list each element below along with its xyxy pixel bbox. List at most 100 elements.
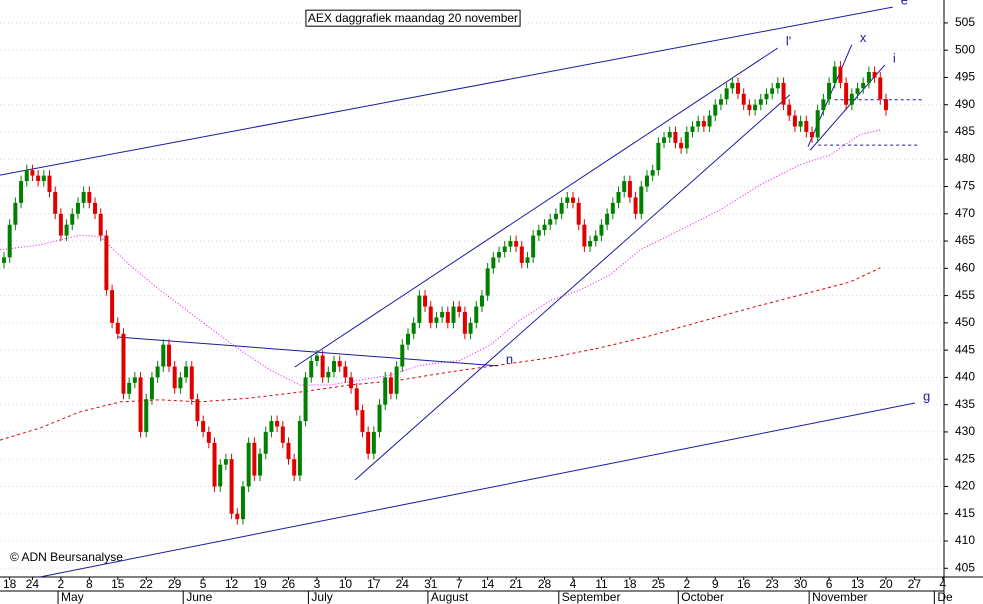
month-label: November bbox=[812, 590, 867, 604]
candle-body bbox=[525, 257, 530, 263]
y-tick-label: 485 bbox=[955, 124, 975, 138]
x-tick-label: 27 bbox=[908, 577, 922, 591]
candle-body bbox=[30, 170, 35, 176]
candle-body bbox=[849, 93, 854, 105]
x-tick-label: 2 bbox=[58, 577, 65, 591]
y-tick-label: 465 bbox=[955, 233, 975, 247]
candle-body bbox=[240, 486, 245, 520]
candle-body bbox=[673, 131, 678, 143]
candle-body bbox=[798, 121, 803, 127]
x-tick-label: 4 bbox=[570, 577, 577, 591]
candle-body bbox=[303, 377, 308, 422]
candle-body bbox=[184, 366, 189, 378]
y-tick-label: 440 bbox=[955, 370, 975, 384]
candle-body bbox=[844, 82, 849, 105]
x-tick-label: 23 bbox=[765, 577, 779, 591]
candle-body bbox=[166, 344, 171, 367]
y-tick-label: 420 bbox=[955, 479, 975, 493]
candle-body bbox=[468, 322, 473, 334]
month-label: September bbox=[562, 590, 621, 604]
candle-body bbox=[838, 66, 843, 83]
candle-body bbox=[553, 213, 558, 220]
candle-body bbox=[736, 82, 741, 94]
candle-body bbox=[548, 219, 553, 225]
x-tick-label: 16 bbox=[737, 577, 751, 591]
candle-body bbox=[320, 355, 325, 378]
candle-body bbox=[212, 442, 217, 487]
candle-body bbox=[872, 71, 877, 78]
candle-body bbox=[701, 121, 706, 127]
x-tick-label: 22 bbox=[140, 577, 154, 591]
candle-body bbox=[605, 213, 610, 225]
candle-body bbox=[400, 344, 405, 367]
month-label: May bbox=[61, 590, 84, 604]
x-tick-label: 13 bbox=[851, 577, 865, 591]
x-tick-label: 6 bbox=[826, 577, 833, 591]
candle-body bbox=[599, 224, 604, 236]
candle-body bbox=[235, 513, 240, 520]
candle-body bbox=[667, 131, 672, 138]
candle-body bbox=[75, 202, 80, 214]
candle-body bbox=[559, 202, 564, 214]
candle-body bbox=[770, 88, 775, 94]
candle-body bbox=[178, 377, 183, 389]
trend-line bbox=[809, 64, 886, 151]
candle-body bbox=[297, 421, 302, 476]
candle-body bbox=[497, 251, 502, 258]
candle-body bbox=[218, 464, 223, 487]
candle-body bbox=[258, 453, 263, 476]
x-tick-label: 30 bbox=[794, 577, 808, 591]
candle-body bbox=[263, 431, 268, 454]
candle-body bbox=[58, 213, 63, 236]
x-tick-label: 11 bbox=[595, 577, 608, 591]
candle-body bbox=[542, 224, 547, 231]
x-tick-label: 18 bbox=[3, 577, 17, 591]
candle-body bbox=[832, 66, 837, 83]
x-tick-label: 14 bbox=[481, 577, 495, 591]
y-tick-label: 450 bbox=[955, 315, 975, 329]
candle-body bbox=[246, 442, 251, 487]
candle-body bbox=[24, 170, 29, 182]
candle-body bbox=[354, 388, 359, 411]
x-tick-label: 25 bbox=[652, 577, 666, 591]
trend-label: l' bbox=[786, 33, 791, 48]
candle-body bbox=[383, 377, 388, 405]
candle-body bbox=[377, 404, 382, 432]
x-tick-label: 24 bbox=[26, 577, 40, 591]
candle-body bbox=[821, 99, 826, 111]
candle-body bbox=[229, 459, 234, 514]
title-box bbox=[305, 9, 521, 27]
candle-body bbox=[491, 257, 496, 269]
y-tick-label: 405 bbox=[955, 560, 975, 574]
candle-body bbox=[349, 377, 354, 389]
candle-body bbox=[155, 366, 160, 378]
candle-body bbox=[753, 104, 758, 111]
x-tick-label: 12 bbox=[225, 577, 239, 591]
chart-title: AEX daggrafiek maandag 20 november bbox=[308, 11, 518, 25]
trend-line bbox=[117, 336, 498, 367]
x-tick-label: 17 bbox=[367, 577, 381, 591]
candle-body bbox=[639, 186, 644, 214]
y-tick-label: 505 bbox=[955, 15, 975, 29]
candle-body bbox=[792, 115, 797, 127]
candle-body bbox=[707, 115, 712, 127]
x-tick-label: 31 bbox=[424, 577, 438, 591]
candle-body bbox=[775, 82, 780, 89]
candle-body bbox=[747, 104, 752, 111]
candle-body bbox=[440, 311, 445, 318]
moving-average bbox=[0, 129, 881, 386]
candle-body bbox=[531, 235, 536, 258]
candle-body bbox=[804, 121, 809, 132]
candle-body bbox=[371, 431, 376, 454]
candle-body bbox=[457, 306, 462, 312]
candle-body bbox=[269, 421, 274, 432]
candle-body bbox=[508, 241, 513, 247]
trend-label: e bbox=[901, 0, 908, 8]
trend-line bbox=[0, 6, 893, 176]
x-tick-label: 5 bbox=[200, 577, 207, 591]
candle-body bbox=[514, 241, 519, 247]
candle-body bbox=[462, 311, 467, 334]
candle-body bbox=[81, 191, 86, 203]
x-tick-label: 18 bbox=[623, 577, 637, 591]
candle-body bbox=[314, 355, 319, 362]
